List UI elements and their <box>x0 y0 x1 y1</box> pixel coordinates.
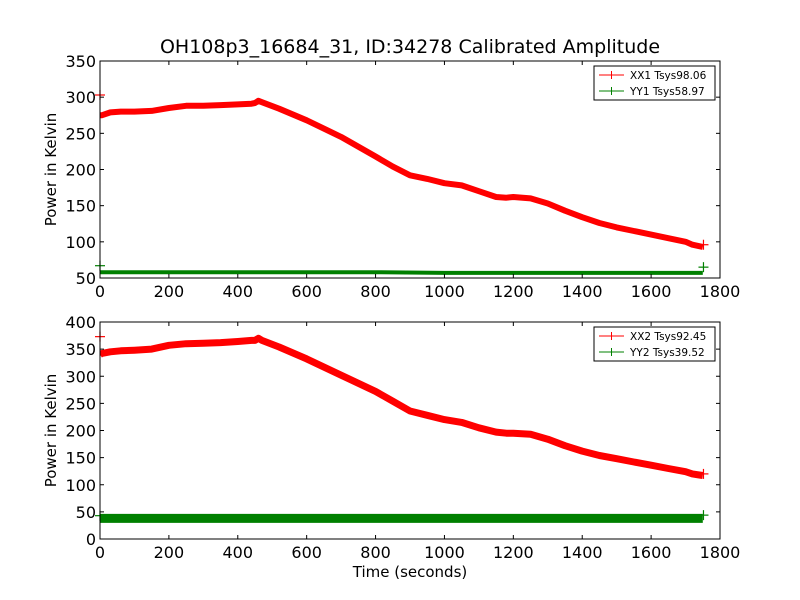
y-tick-label: 100 <box>65 476 96 495</box>
y-tick-label: 250 <box>65 124 96 143</box>
x-tick-label: 1400 <box>562 282 603 301</box>
y-tick-label: 100 <box>65 233 96 252</box>
y-axis-label: Power in Kelvin <box>42 113 60 227</box>
x-tick-label: 1400 <box>562 543 603 562</box>
y-tick-label: 400 <box>65 313 96 332</box>
top-panel: 0 200 400 600 800 1000 1200 1400 1600 1800 50 100 15… <box>42 52 740 301</box>
series-line-xx-2 <box>100 334 704 479</box>
series-line-yy-1 <box>100 270 703 275</box>
x-tick-label: 400 <box>223 282 254 301</box>
y-tick-label: 0 <box>86 530 96 549</box>
legend-2: XX2 Tsys92.45 YY2 Tsys39.52 <box>593 326 716 362</box>
x-tick-label: 200 <box>154 282 185 301</box>
x-tick-label: 200 <box>154 543 185 562</box>
plus-marker <box>698 239 709 250</box>
x-tick-label: 600 <box>291 543 322 562</box>
y-tick-label: 300 <box>65 88 96 107</box>
x-tick-label: 800 <box>360 543 391 562</box>
y-tick-label: 350 <box>65 52 96 71</box>
x-tick-label: 800 <box>360 282 391 301</box>
y-axis-label: Power in Kelvin <box>42 374 60 488</box>
x-tick-label: 1200 <box>493 282 534 301</box>
legend-box <box>593 326 716 362</box>
x-tick-label: 1800 <box>700 543 741 562</box>
legend-1: XX1 Tsys98.06 YY1 Tsys58.97 <box>593 65 716 101</box>
plot-area-1 <box>100 334 704 523</box>
legend-box <box>593 65 716 101</box>
y-tick-label: 350 <box>65 340 96 359</box>
x-tick-label: 400 <box>223 543 254 562</box>
plot-area-0 <box>100 97 704 275</box>
series-line-xx-1 <box>100 97 704 250</box>
y-tick-label: 50 <box>76 503 96 522</box>
chart-title: OH108p3_16684_31, ID:34278 Calibrated Am… <box>160 36 660 58</box>
x-tick-label: 600 <box>291 282 322 301</box>
y-tick-label: 250 <box>65 394 96 413</box>
y-tick-label: 200 <box>65 161 96 180</box>
x-tick-label: 1800 <box>700 282 741 301</box>
x-tick-label: 1600 <box>631 543 672 562</box>
plus-marker <box>698 262 709 273</box>
x-tick-label: 0 <box>95 282 105 301</box>
y-tick-label: 50 <box>76 269 96 288</box>
x-tick-label: 1600 <box>631 282 672 301</box>
x-tick-label: 1000 <box>424 543 465 562</box>
legend-label: YY2 Tsys39.52 <box>629 347 705 359</box>
x-tick-label: 1200 <box>493 543 534 562</box>
legend-label: YY1 Tsys58.97 <box>629 86 705 98</box>
x-tick-label: 0 <box>95 543 105 562</box>
y-tick-label: 300 <box>65 367 96 386</box>
bottom-panel: 0 200 400 600 800 1000 1200 1400 1600 1800 0 50 100 1… <box>42 313 740 581</box>
y-tick-label: 150 <box>65 449 96 468</box>
plus-marker <box>698 510 709 521</box>
x-axis-label: Time (seconds) <box>352 563 468 581</box>
y-tick-label: 150 <box>65 197 96 216</box>
legend-label: XX1 Tsys98.06 <box>630 70 707 82</box>
legend-label: XX2 Tsys92.45 <box>630 331 706 343</box>
plus-marker <box>698 468 709 479</box>
x-tick-label: 1000 <box>424 282 465 301</box>
y-tick-label: 200 <box>65 422 96 441</box>
